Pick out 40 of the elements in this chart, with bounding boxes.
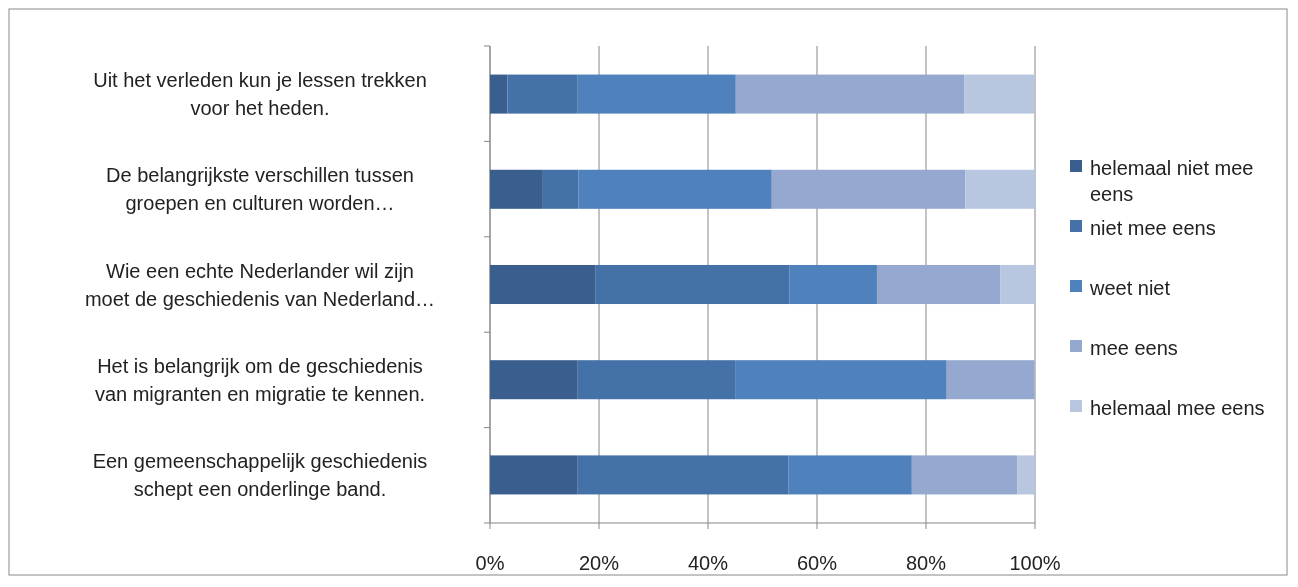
y-tick-label: Het is belangrijk om de geschiedenis van migranten en migratie te kennen. <box>94 354 426 405</box>
legend-label: weet niet <box>1089 277 1171 299</box>
bar <box>577 455 789 495</box>
bar <box>595 264 790 305</box>
y-tick-label: De belangrijkste verschillen tussen groepen en culturen worden… <box>106 164 414 215</box>
bar <box>735 74 965 114</box>
legend-label: helemaal niet mee eens <box>1090 157 1254 205</box>
x-tick-label: 80% <box>905 552 947 574</box>
bar <box>788 455 912 495</box>
bar <box>965 169 1036 209</box>
x-tick-label: 0% <box>475 552 505 574</box>
bar <box>490 74 508 114</box>
bar <box>771 169 966 209</box>
bar <box>911 455 1018 495</box>
y-tick-label: Een gemeenschappelijk geschiedenis schept een onderlinge band. <box>92 449 428 500</box>
x-tick-label: 60% <box>796 552 838 574</box>
bar <box>490 455 578 495</box>
legend-label: niet mee eens <box>1090 217 1216 239</box>
legend-label: mee eens <box>1090 337 1178 359</box>
x-tick-label: 40% <box>687 552 729 574</box>
x-tick-label: 20% <box>578 552 620 574</box>
y-tick-label: Uit het verleden kun je lessen trekken voor het heden. <box>93 69 427 120</box>
bar <box>577 360 736 400</box>
bar <box>490 360 578 400</box>
bar <box>578 169 772 209</box>
legend-label: helemaal mee eens <box>1090 397 1265 419</box>
bar <box>789 264 877 305</box>
bar <box>507 74 578 114</box>
bar <box>876 264 1001 305</box>
bar <box>1017 455 1035 495</box>
bar <box>490 264 596 305</box>
bar <box>542 169 579 209</box>
bar <box>490 169 543 209</box>
bar <box>964 74 1035 114</box>
bar <box>735 360 947 400</box>
bar <box>946 360 1035 400</box>
x-tick-label: 100% <box>1009 552 1061 574</box>
bar <box>1000 264 1036 305</box>
bar <box>577 74 736 114</box>
y-tick-label: Wie een echte Nederlander wil zijn moet de geschiedenis van Nederland… <box>84 259 436 310</box>
